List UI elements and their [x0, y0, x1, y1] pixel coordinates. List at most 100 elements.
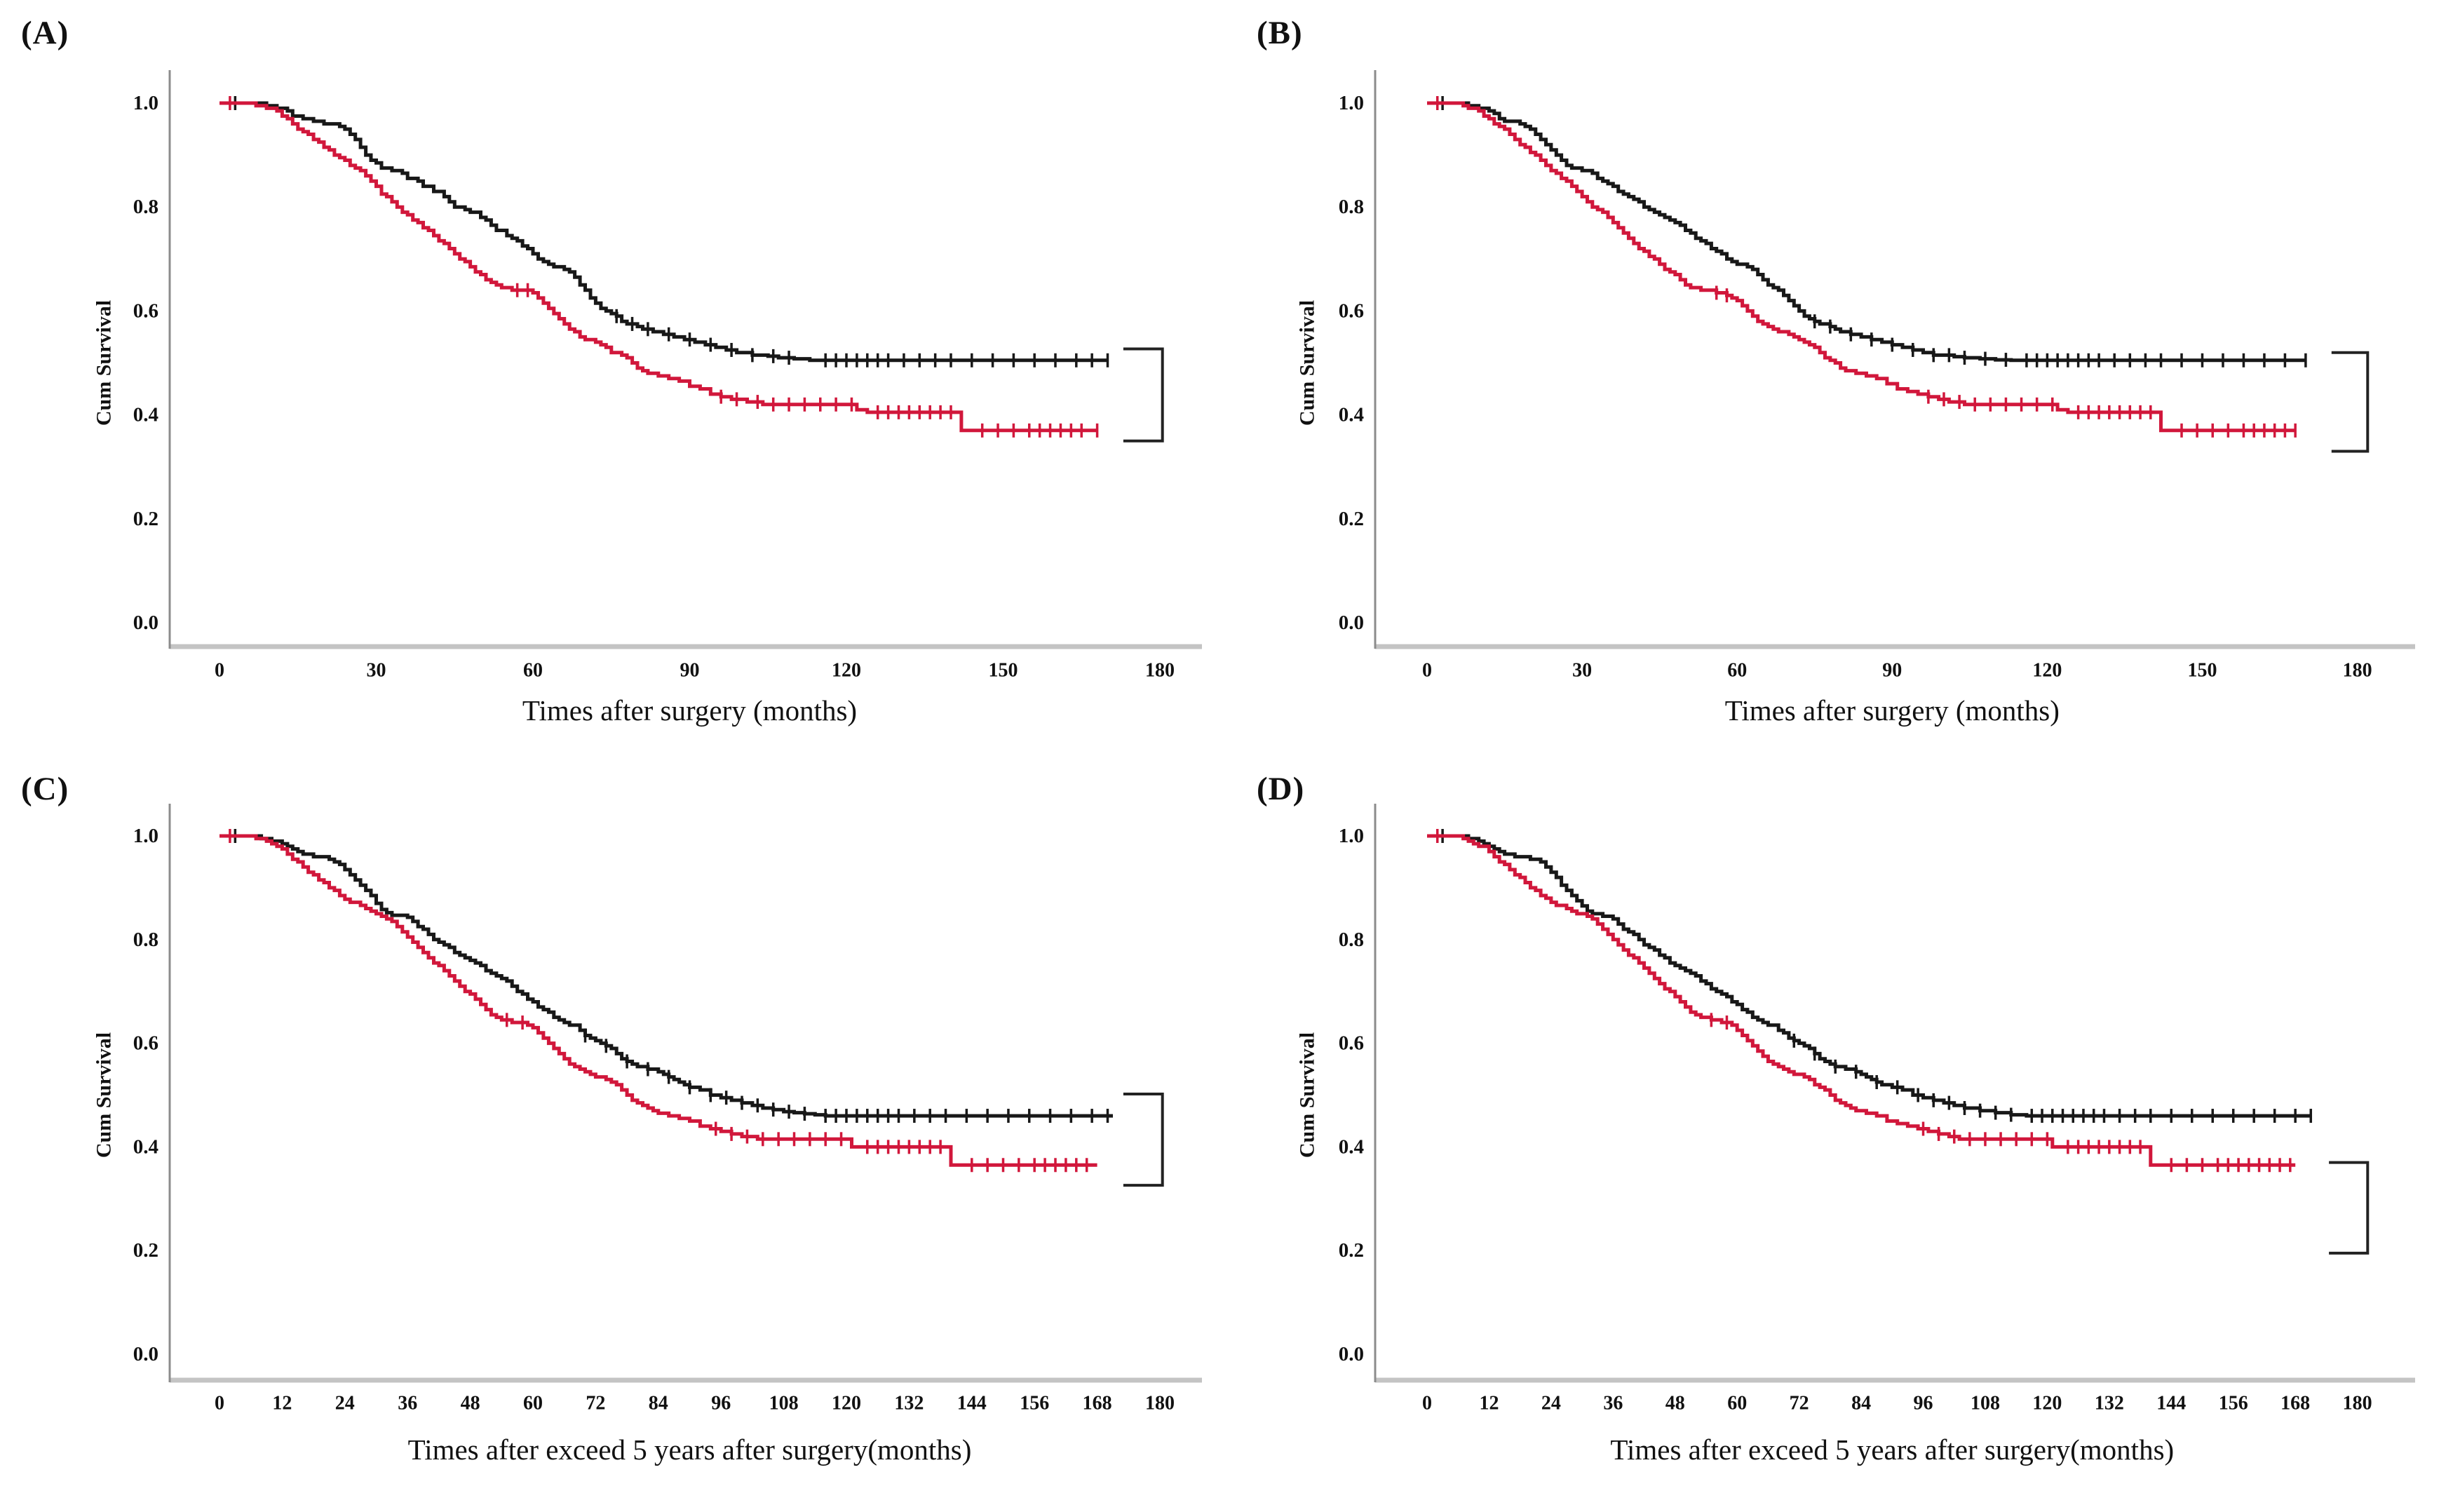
- censor-marks-group-black: [234, 829, 1109, 1123]
- x-tick-label: 12: [1479, 1393, 1499, 1415]
- y-tick-label: 1.0: [133, 825, 158, 847]
- x-tick-label: 36: [1603, 1393, 1623, 1415]
- comparison-bracket: [1123, 1093, 1164, 1187]
- x-tick-label: 30: [1572, 660, 1592, 682]
- x-axis-title: Times after exceed 5 years after surgery…: [408, 1433, 972, 1466]
- y-tick-label: 1.0: [1339, 825, 1364, 847]
- panel-a: (A) 1.0 0.8 0.6 0.4 0.2 0.0 0 30 60 90 120 150 180 Ti…: [0, 0, 1230, 756]
- survival-curve-group-black: [1427, 101, 2306, 363]
- censor-marks-group-black: [234, 96, 1109, 367]
- comparison-bracket: [2331, 351, 2370, 453]
- y-tick-label: 0.0: [1339, 1343, 1364, 1365]
- y-tick-label: 0.8: [133, 196, 158, 218]
- x-tick-label: 150: [2188, 660, 2217, 682]
- x-tick-label: 60: [523, 660, 543, 682]
- y-tick-label: 0.0: [1339, 612, 1364, 634]
- y-axis-title: Cum Survival: [1296, 300, 1319, 426]
- x-tick-label: 180: [1145, 1393, 1175, 1415]
- x-tick-label: 144: [957, 1393, 987, 1415]
- x-tick-label: 132: [2095, 1393, 2124, 1415]
- y-tick-label: 0.2: [133, 508, 158, 530]
- x-tick-label: 180: [1145, 660, 1175, 682]
- survival-curve-group-red: [1427, 834, 2296, 1167]
- x-tick-label: 90: [680, 660, 700, 682]
- y-tick-label: 0.4: [133, 1135, 158, 1158]
- y-tick-label: 0.4: [1339, 404, 1364, 426]
- x-tick-label: 108: [1971, 1393, 2000, 1415]
- censor-marks-group-red: [229, 96, 1099, 438]
- x-tick-label: 180: [2343, 660, 2372, 682]
- x-tick-label: 60: [523, 1393, 543, 1415]
- x-tick-label: 24: [1541, 1393, 1561, 1415]
- x-tick-label: 168: [2280, 1393, 2310, 1415]
- x-tick-label: 96: [711, 1393, 731, 1415]
- censor-marks-group-red: [1435, 829, 2292, 1173]
- panel-a-label: (A): [21, 15, 69, 51]
- y-tick-label: 0.8: [1339, 929, 1364, 951]
- x-tick-label: 48: [461, 1393, 480, 1415]
- y-axis-title: Cum Survival: [93, 1032, 116, 1158]
- x-tick-label: 0: [1422, 660, 1432, 682]
- y-tick-label: 0.6: [1339, 1032, 1364, 1055]
- x-tick-label: 36: [398, 1393, 417, 1415]
- x-tick-label: 108: [769, 1393, 799, 1415]
- survival-curve-group-red: [219, 834, 1097, 1167]
- survival-curve-group-red: [219, 101, 1097, 433]
- y-tick-label: 0.6: [1339, 299, 1364, 322]
- x-tick-label: 150: [989, 660, 1018, 682]
- survival-curve-group-black: [219, 834, 1113, 1118]
- panel-d-label: (D): [1257, 771, 1305, 807]
- x-tick-label: 84: [649, 1393, 668, 1415]
- x-tick-label: 120: [2032, 660, 2062, 682]
- y-tick-label: 0.4: [1339, 1135, 1364, 1158]
- y-axis-title: Cum Survival: [1296, 1032, 1319, 1158]
- km-plot-c: 1.0 0.8 0.6 0.4 0.2 0.0 0 12 24 36 48 60 72 84 96 108 12…: [93, 804, 1202, 1466]
- x-tick-label: 84: [1851, 1393, 1871, 1415]
- y-tick-label: 0.4: [133, 404, 158, 426]
- y-tick-label: 0.6: [133, 299, 158, 322]
- x-tick-label: 30: [367, 660, 386, 682]
- y-tick-label: 0.0: [133, 612, 158, 634]
- x-tick-label: 156: [2219, 1393, 2248, 1415]
- censor-marks-group-red: [229, 829, 1088, 1173]
- km-plot-d: 1.0 0.8 0.6 0.4 0.2 0.0 0 12 24 36 48 60 72 84 96 108 12…: [1296, 804, 2415, 1466]
- y-tick-label: 0.2: [1339, 508, 1364, 530]
- censor-marks-group-black: [1441, 96, 2307, 367]
- x-axis-title: Times after surgery (months): [522, 694, 857, 727]
- y-tick-label: 0.0: [133, 1343, 158, 1365]
- y-tick-label: 1.0: [1339, 92, 1364, 114]
- x-tick-label: 60: [1727, 1393, 1747, 1415]
- x-tick-label: 180: [2343, 1393, 2372, 1415]
- x-tick-label: 120: [832, 1393, 861, 1415]
- x-tick-label: 60: [1727, 660, 1747, 682]
- y-tick-label: 0.8: [133, 929, 158, 951]
- x-tick-label: 96: [1914, 1393, 1933, 1415]
- x-tick-label: 0: [215, 660, 224, 682]
- x-tick-label: 120: [2032, 1393, 2062, 1415]
- censor-marks-group-black: [1441, 829, 2313, 1123]
- survival-curve-group-red: [1427, 101, 2296, 433]
- x-tick-label: 72: [586, 1393, 605, 1415]
- x-tick-label: 144: [2156, 1393, 2186, 1415]
- panel-b: (B) 1.0 0.8 0.6 0.4 0.2 0.0 0 30 60 90 120 150 180 Ti…: [1230, 0, 2460, 756]
- x-tick-label: 0: [1422, 1393, 1432, 1415]
- km-plot-a: 1.0 0.8 0.6 0.4 0.2 0.0 0 30 60 90 120 150 180 Times …: [93, 70, 1202, 727]
- x-tick-label: 168: [1083, 1393, 1112, 1415]
- x-tick-label: 120: [832, 660, 861, 682]
- y-tick-label: 0.6: [133, 1032, 158, 1055]
- x-tick-label: 0: [215, 1393, 224, 1415]
- panel-c: (C) 1.0 0.8 0.6 0.4 0.2 0.0 0 12 24 36 48 60 72 84 96 1…: [0, 756, 1230, 1512]
- x-axis-title: Times after exceed 5 years after surgery…: [1610, 1433, 2174, 1466]
- y-tick-label: 0.8: [1339, 196, 1364, 218]
- censor-marks-group-red: [1435, 96, 2297, 438]
- x-tick-label: 156: [1020, 1393, 1049, 1415]
- comparison-bracket: [2329, 1161, 2370, 1255]
- x-tick-label: 132: [894, 1393, 924, 1415]
- panel-c-label: (C): [21, 771, 69, 807]
- comparison-bracket: [1123, 347, 1164, 443]
- survival-curve-group-black: [219, 101, 1108, 363]
- panel-d: (D) 1.0 0.8 0.6 0.4 0.2 0.0 0 12 24 36 48 60 72 84 96 1…: [1230, 756, 2460, 1512]
- panel-b-label: (B): [1257, 15, 1303, 51]
- y-tick-label: 1.0: [133, 92, 158, 114]
